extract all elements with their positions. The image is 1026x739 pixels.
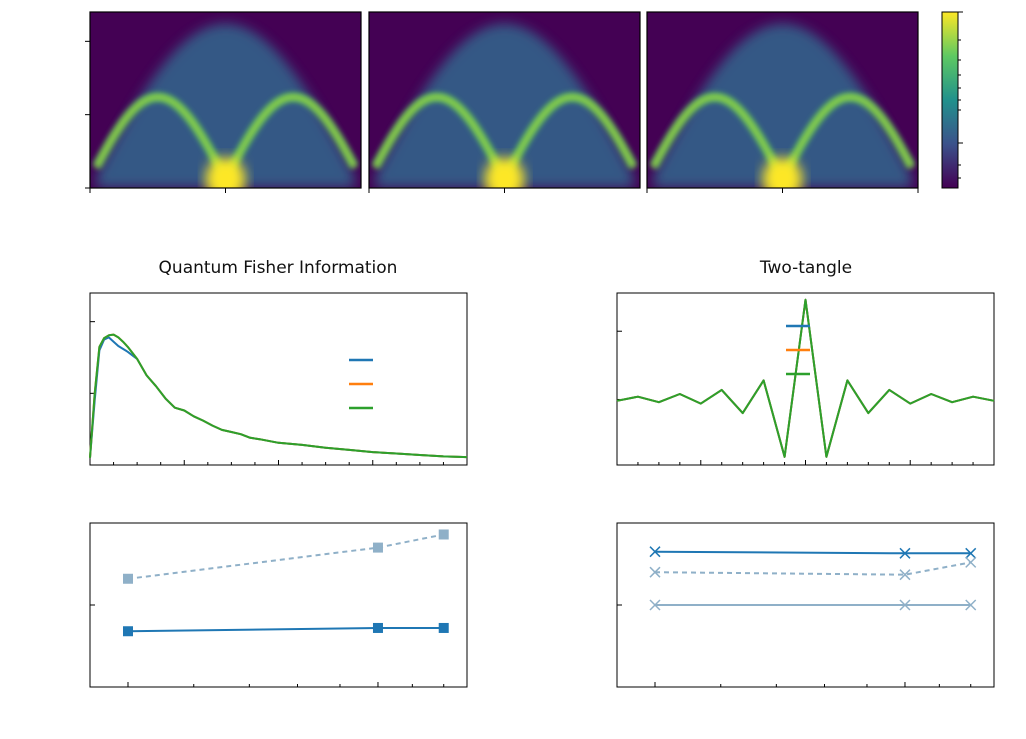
- series-line: [616, 298, 995, 458]
- series-line: [89, 333, 468, 459]
- series-0: [89, 336, 468, 459]
- data-point: [649, 566, 661, 578]
- data-point: [899, 569, 911, 581]
- series-1: [616, 298, 995, 458]
- data-point: [965, 547, 977, 559]
- continuum: [92, 23, 359, 188]
- pi-intensity-spot: [484, 157, 525, 188]
- data-point: [649, 546, 661, 558]
- panel-g: [616, 522, 995, 688]
- data-point: [372, 542, 383, 553]
- series-line: [616, 298, 995, 458]
- series-line: [89, 336, 468, 459]
- series-line: [89, 333, 468, 459]
- pi-intensity-spot: [205, 157, 246, 188]
- data-point: [649, 599, 661, 611]
- data-point: [965, 556, 977, 568]
- series-0: [122, 529, 449, 584]
- series-line: [654, 561, 971, 576]
- data-point: [438, 622, 449, 633]
- continuum-fill: [653, 23, 912, 188]
- header-qfi: Quantum Fisher Information: [159, 258, 398, 278]
- series-line: [127, 627, 444, 633]
- heatmap-panel-c: [646, 11, 919, 193]
- panel-e: [89, 522, 468, 688]
- plot-frame: [616, 292, 995, 466]
- continuum: [371, 23, 638, 188]
- plot-frame: [89, 292, 468, 466]
- panel-d: [89, 292, 468, 466]
- continuum-fill: [375, 23, 634, 188]
- data-point: [122, 573, 133, 584]
- continuum-fill: [96, 23, 355, 188]
- series-1: [649, 556, 977, 581]
- series-0: [649, 546, 977, 559]
- pi-intensity-spot: [762, 157, 803, 188]
- data-point: [899, 599, 911, 611]
- series-1: [122, 622, 449, 637]
- data-point: [372, 622, 383, 633]
- series-2: [616, 298, 995, 458]
- plot-frame: [89, 522, 468, 688]
- colorbar-gradient: [941, 11, 959, 189]
- data-point: [965, 599, 977, 611]
- data-point: [438, 529, 449, 540]
- heatmap-panel-a: [85, 11, 362, 193]
- series-line: [616, 298, 995, 458]
- series-1: [89, 333, 468, 459]
- header-tangle: Two-tangle: [759, 258, 852, 278]
- data-point: [122, 626, 133, 637]
- heatmap-panel-b: [368, 11, 641, 193]
- continuum: [649, 23, 916, 188]
- data-point: [899, 547, 911, 559]
- series-line: [127, 533, 444, 580]
- series-0: [616, 298, 995, 458]
- heatmap-panels: [85, 11, 919, 193]
- panel-f: [616, 292, 995, 466]
- series-line: [654, 550, 971, 555]
- colorbar: [941, 11, 963, 189]
- series-2: [89, 333, 468, 459]
- series-2: [649, 599, 977, 611]
